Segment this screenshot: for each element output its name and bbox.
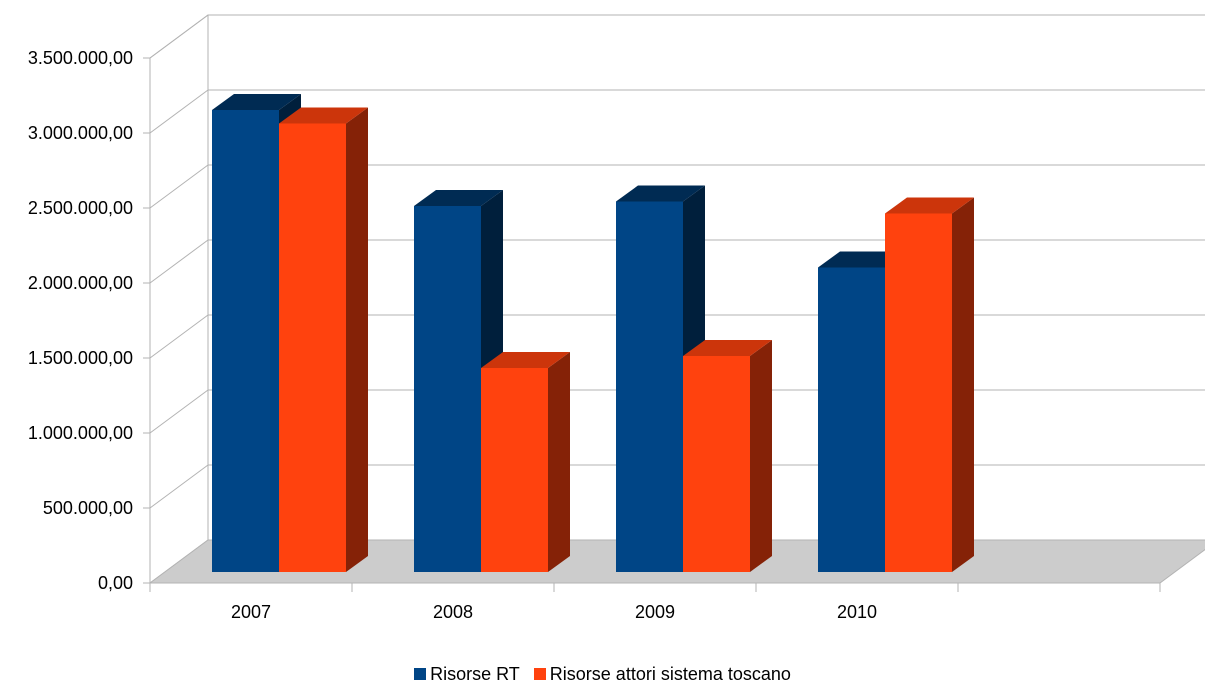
- y-tick-label: 1.500.000,00: [28, 348, 133, 368]
- legend-item-series-1: Risorse RT: [414, 664, 520, 685]
- bar-front-face: [818, 267, 885, 572]
- bar-front-face: [481, 368, 548, 572]
- y-tick-label: 500.000,00: [43, 498, 133, 518]
- x-tick-label: 2008: [433, 602, 473, 622]
- bars: [212, 94, 974, 572]
- bar-front-face: [212, 110, 279, 572]
- x-tick-label: 2009: [635, 602, 675, 622]
- legend-swatch-series-1: [414, 668, 427, 680]
- gridline-side: [149, 89, 209, 134]
- y-axis-tick-labels: 0,00 500.000,00 1.000.000,00 1.500.000,00 2.…: [28, 48, 133, 593]
- y-tick-label: 1.000.000,00: [28, 423, 133, 443]
- bar-top-face: [414, 190, 503, 206]
- gridline-side: [149, 14, 209, 59]
- bar-risorse-attori-2009: [683, 340, 772, 572]
- x-tick-label: 2010: [837, 602, 877, 622]
- gridline-side: [149, 389, 209, 434]
- legend-swatch-series-2: [533, 668, 546, 680]
- bar-side-face: [346, 107, 368, 572]
- bar-front-face: [885, 213, 952, 572]
- legend-label-series-2: Risorse attori sistema toscano: [549, 663, 791, 684]
- bar-top-face: [212, 94, 301, 110]
- x-axis-tick-labels: 2007 2008 2009 2010: [231, 602, 877, 622]
- bar-front-face: [414, 206, 481, 572]
- legend-label-series-1: Risorse RT: [430, 663, 520, 684]
- y-tick-label: 2.500.000,00: [28, 198, 133, 218]
- bar-risorse-attori-2010: [885, 197, 974, 572]
- bar-side-face: [548, 352, 570, 572]
- bar-risorse-attori-2008: [481, 352, 570, 572]
- legend: Risorse RT Risorse attori sistema toscan…: [0, 662, 1205, 686]
- gridline-side: [149, 164, 209, 209]
- bar-top-face: [279, 107, 368, 124]
- bar-side-face: [750, 340, 772, 572]
- bar-top-face: [616, 185, 705, 202]
- bar-front-face: [683, 356, 750, 572]
- bar-top-face: [481, 352, 570, 368]
- bar-front-face: [279, 123, 346, 572]
- gridline-side: [149, 464, 209, 509]
- bar-top-face: [885, 197, 974, 214]
- bar-side-face: [952, 197, 974, 572]
- bar-top-face: [683, 340, 772, 356]
- y-tick-label: 2.000.000,00: [28, 273, 133, 293]
- gridline-side: [149, 239, 209, 284]
- y-tick-label: 3.000.000,00: [28, 123, 133, 143]
- bar-risorse-attori-2007: [279, 107, 368, 572]
- bar-front-face: [616, 201, 683, 572]
- y-tick-label: 3.500.000,00: [28, 48, 133, 68]
- legend-item-series-2: Risorse attori sistema toscano: [533, 663, 791, 685]
- y-tick-label: 0,00: [98, 573, 133, 593]
- x-tick-label: 2007: [231, 602, 271, 622]
- gridline-side: [149, 314, 209, 359]
- axes: [143, 57, 1161, 592]
- bar-top-face: [818, 251, 907, 268]
